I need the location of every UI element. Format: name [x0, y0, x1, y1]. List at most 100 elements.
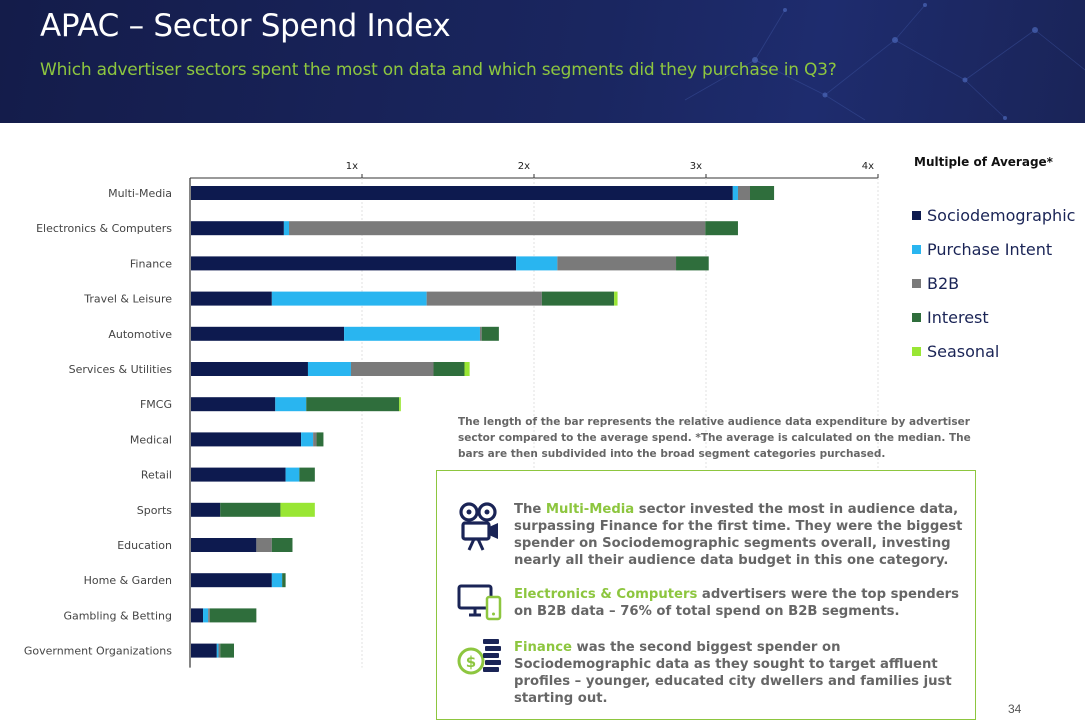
page-number: 34	[1008, 702, 1022, 716]
legend-swatch	[912, 312, 921, 322]
legend-label: Purchase Intent	[927, 239, 1053, 259]
legend-label: Sociodemographic	[927, 205, 1076, 225]
chart-footnote: The length of the bar represents the rel…	[458, 416, 971, 460]
bar-segment-purchase-intent	[301, 432, 314, 447]
category-label: Travel & Leisure	[83, 293, 172, 306]
bar-segment-sociodemographic	[191, 326, 345, 341]
category-label: Government Organizations	[24, 645, 172, 658]
bar-segment-interest	[316, 432, 324, 447]
sector-spend-chart: 1x 2x 3x 4x Multi-Media Electronics & Comput…	[24, 161, 879, 668]
bar-segment-purchase-intent	[307, 362, 351, 376]
legend-item: Sociodemographic	[912, 198, 1075, 232]
bar-segment-purchase-intent	[216, 643, 219, 658]
bar-segment-purchase-intent	[203, 608, 209, 623]
bar-segment-interest	[271, 538, 293, 552]
film-camera-icon	[459, 502, 498, 551]
bar-segment-sociodemographic	[191, 256, 517, 271]
computer-devices-icon	[457, 584, 502, 621]
bar-segment-purchase-intent	[283, 221, 290, 236]
bar-segment-interest	[209, 608, 257, 623]
bar-segment-purchase-intent	[516, 256, 558, 271]
category-label: Retail	[141, 469, 172, 482]
legend-swatch	[912, 210, 921, 220]
insight-electronics: Electronics & Computers advertisers were…	[514, 587, 960, 619]
bar-segment-interest	[433, 362, 465, 376]
bar-segment-purchase-intent	[732, 186, 738, 200]
insight-finance: Finance was the second biggest spender o…	[514, 640, 952, 706]
money-coins-icon: $	[457, 639, 501, 675]
bar-segment-sociodemographic	[191, 573, 272, 588]
bar-segment-sociodemographic	[191, 221, 284, 236]
legend-label: Seasonal	[927, 341, 1000, 361]
legend-label: Interest	[927, 307, 989, 327]
bar-segment-sociodemographic	[191, 397, 276, 412]
x-axis-ticks: 1x 2x 3x 4x	[346, 161, 874, 172]
insight-highlight: Finance	[514, 640, 572, 655]
bar-segment-seasonal	[399, 397, 401, 412]
category-label: Home & Garden	[84, 574, 172, 587]
bar-segment-purchase-intent	[275, 397, 307, 412]
category-label: Automotive	[108, 328, 172, 341]
legend-label: B2B	[927, 273, 960, 293]
bar-segment-b2b	[479, 326, 482, 341]
insight-multimedia: The Multi-Media sector invested the most…	[514, 502, 963, 568]
insight-highlight: Multi-Media	[545, 502, 635, 517]
bar-segment-seasonal	[464, 362, 470, 376]
bar-segment-b2b	[218, 643, 221, 658]
legend-swatch	[912, 244, 921, 254]
bar-segment-interest	[220, 502, 281, 517]
x-tick-label: 4x	[862, 161, 874, 172]
bar-segment-interest	[541, 291, 615, 306]
x-tick-label: 2x	[518, 161, 530, 172]
bar-segment-sociodemographic	[191, 432, 302, 447]
category-label: FMCG	[140, 398, 172, 411]
bar-segment-sociodemographic	[191, 291, 272, 306]
category-label: Electronics & Computers	[36, 222, 172, 235]
bar-segment-sociodemographic	[191, 643, 217, 658]
bar-segment-b2b	[313, 432, 317, 447]
bar-segment-purchase-intent	[271, 573, 283, 588]
category-label: Gambling & Betting	[63, 609, 172, 622]
bar-segment-sociodemographic	[191, 362, 308, 376]
bar-segment-b2b	[208, 608, 210, 623]
x-tick-label: 3x	[690, 161, 702, 172]
x-tick-label: 1x	[346, 161, 358, 172]
svg-text:$: $	[466, 653, 476, 671]
bar-segment-seasonal	[280, 502, 315, 517]
x-axis-title: Multiple of Average*	[914, 155, 1053, 169]
category-label: Multi-Media	[108, 187, 172, 200]
bar-segment-purchase-intent	[344, 326, 480, 341]
chart-bars	[191, 186, 775, 658]
bar-segment-interest	[481, 326, 499, 341]
chart-legend: Sociodemographic Purchase Intent B2B Intere…	[912, 198, 1075, 368]
legend-item: Purchase Intent	[912, 232, 1075, 266]
bar-segment-b2b	[256, 538, 272, 552]
network-pattern-decoration	[684, 3, 1085, 121]
bar-segment-sociodemographic	[191, 467, 286, 482]
page-subtitle: Which advertiser sectors spent the most …	[40, 60, 837, 80]
bar-segment-interest	[705, 221, 738, 236]
category-label: Education	[117, 539, 172, 552]
bar-segment-b2b	[426, 291, 542, 306]
category-label: Finance	[130, 257, 172, 270]
page-title: APAC – Sector Spend Index	[40, 8, 451, 44]
bar-segment-purchase-intent	[285, 467, 300, 482]
bar-segment-sociodemographic	[191, 538, 257, 552]
bar-segment-interest	[282, 573, 286, 588]
bar-segment-interest	[750, 186, 775, 200]
bar-segment-sociodemographic	[191, 502, 221, 517]
category-label: Services & Utilities	[69, 363, 173, 376]
insight-highlight: Electronics & Computers	[514, 587, 698, 602]
insights-box: $ The Multi-Media sector invested the mo…	[436, 470, 976, 720]
category-label: Sports	[137, 504, 173, 517]
bar-segment-purchase-intent	[271, 291, 427, 306]
bar-segment-interest	[299, 467, 315, 482]
bar-segment-b2b	[557, 256, 677, 271]
bar-segment-b2b	[737, 186, 750, 200]
bar-segment-seasonal	[614, 291, 618, 306]
legend-swatch	[912, 278, 921, 288]
y-axis-categories: Multi-Media Electronics & Computers Financ…	[24, 187, 172, 658]
bar-segment-interest	[676, 256, 709, 271]
header-banner: APAC – Sector Spend Index Which advertis…	[0, 0, 1085, 123]
bar-segment-b2b	[289, 221, 706, 236]
